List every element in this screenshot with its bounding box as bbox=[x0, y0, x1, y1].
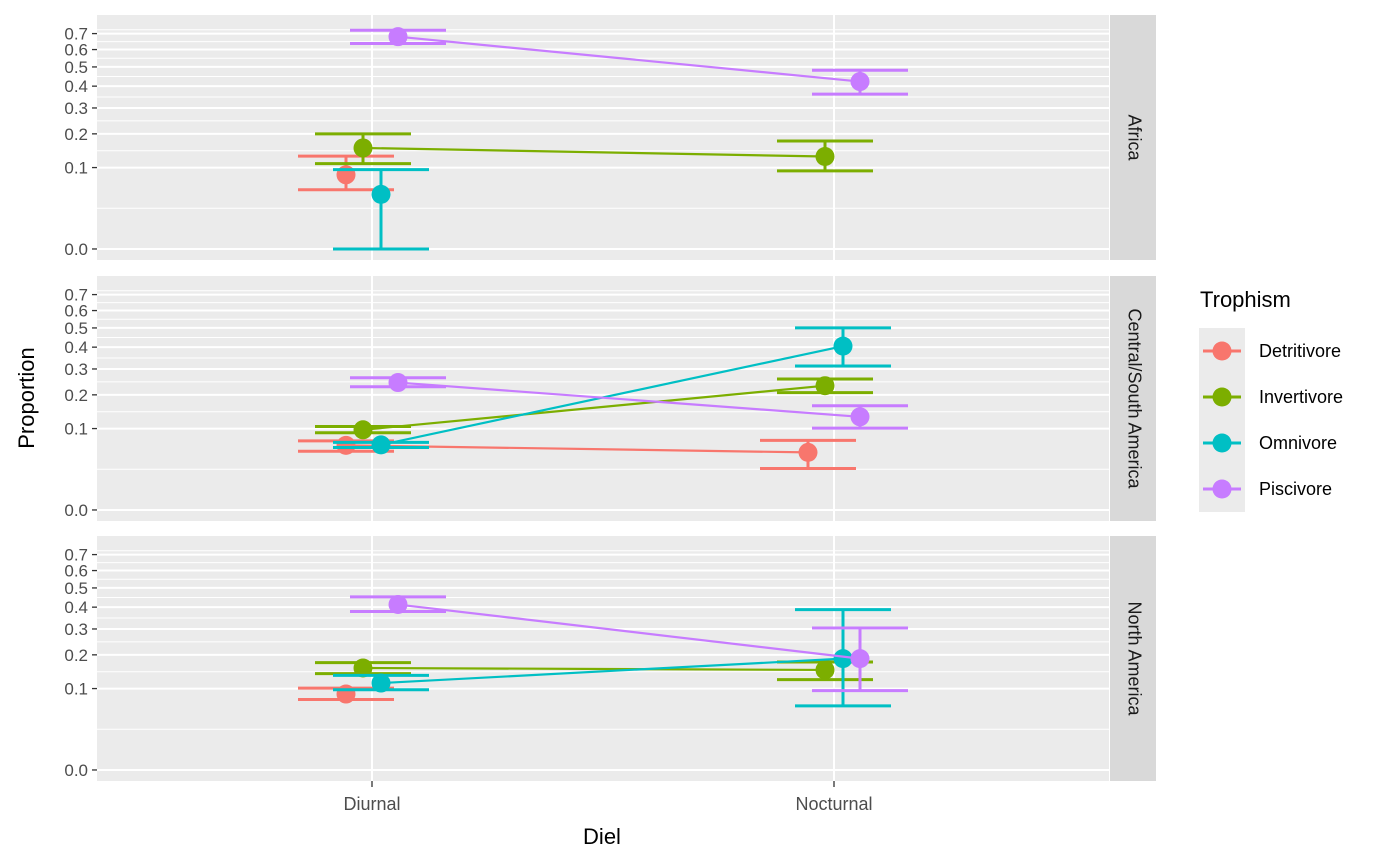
series-line bbox=[362, 146, 826, 158]
legend-key-point bbox=[1212, 341, 1232, 361]
legend-label: Detritivore bbox=[1259, 341, 1341, 361]
facet-strip bbox=[1110, 15, 1156, 260]
facet-strip bbox=[1110, 536, 1156, 781]
y-tick-label: 0.6 bbox=[64, 302, 88, 321]
y-tick-label: 0.7 bbox=[64, 286, 88, 305]
data-point bbox=[850, 72, 870, 92]
facet-strip-label: Central/South America bbox=[1124, 308, 1144, 489]
y-tick-label: 0.6 bbox=[64, 562, 88, 581]
series-line bbox=[397, 381, 861, 418]
y-tick-label: 0.1 bbox=[64, 420, 88, 439]
legend-key-point bbox=[1212, 387, 1232, 407]
legend: Trophism Detritivore Invertivore Omnivore P… bbox=[1199, 287, 1343, 512]
y-tick-label: 0.5 bbox=[64, 579, 88, 598]
y-tick-label: 0.1 bbox=[64, 680, 88, 699]
series-line bbox=[362, 666, 826, 672]
data-point bbox=[833, 336, 853, 356]
series-line bbox=[380, 345, 844, 446]
data-point bbox=[353, 658, 373, 678]
y-tick-label: 0.3 bbox=[64, 99, 88, 118]
data-point bbox=[798, 442, 818, 462]
data-point bbox=[353, 420, 373, 440]
x-tick-label: Diurnal bbox=[343, 794, 400, 814]
y-axis-title: Proportion bbox=[14, 347, 39, 449]
data-point bbox=[850, 649, 870, 669]
y-tick-label: 0.4 bbox=[64, 77, 88, 96]
y-tick-label: 0.2 bbox=[64, 125, 88, 144]
y-tick-label: 0.0 bbox=[64, 240, 88, 259]
facet-strip-label: Africa bbox=[1124, 114, 1144, 161]
data-point bbox=[833, 649, 853, 669]
data-point bbox=[850, 407, 870, 427]
y-tick-label: 0.1 bbox=[64, 159, 88, 178]
facet-panel: 0.0 0.1 0.2 0.3 0.40.50.60.7 Central/South Am… bbox=[64, 276, 1156, 521]
y-tick-label: 0.2 bbox=[64, 386, 88, 405]
series-line bbox=[397, 603, 861, 660]
y-tick-label: 0.3 bbox=[64, 620, 88, 639]
y-tick-label: 0.7 bbox=[64, 546, 88, 565]
data-point bbox=[371, 435, 391, 455]
data-point bbox=[388, 373, 408, 393]
legend-keys: Detritivore Invertivore Omnivore Piscivore bbox=[1199, 328, 1343, 512]
series-line bbox=[380, 657, 844, 685]
facet-strip-label: North America bbox=[1124, 601, 1144, 716]
legend-label: Piscivore bbox=[1259, 479, 1332, 499]
data-point bbox=[388, 27, 408, 47]
x-axis: Diurnal Nocturnal bbox=[343, 781, 873, 814]
legend-label: Omnivore bbox=[1259, 433, 1337, 453]
facet-panel: 0.0 0.1 0.2 0.3 0.40.50.60.7 Africa bbox=[64, 15, 1156, 260]
y-tick-label: 0.0 bbox=[64, 761, 88, 780]
y-tick-label: 0.3 bbox=[64, 360, 88, 379]
y-tick-label: 0.5 bbox=[64, 319, 88, 338]
data-point bbox=[815, 147, 835, 167]
y-tick-label: 0.7 bbox=[64, 25, 88, 44]
y-tick-label: 0.6 bbox=[64, 41, 88, 60]
y-tick-label: 0.2 bbox=[64, 646, 88, 665]
series-line bbox=[362, 384, 826, 431]
data-point bbox=[815, 660, 835, 680]
data-point bbox=[388, 595, 408, 615]
y-tick-label: 0.4 bbox=[64, 598, 88, 617]
facet-panels: 0.00.10.20.30.40.50.60.7Africa0.00.10.20… bbox=[64, 15, 1156, 781]
y-tick-label: 0.0 bbox=[64, 501, 88, 520]
legend-key-point bbox=[1212, 433, 1232, 453]
panel-background bbox=[97, 15, 1109, 260]
y-tick-label: 0.4 bbox=[64, 338, 88, 357]
panel-background bbox=[97, 536, 1109, 781]
legend-title: Trophism bbox=[1200, 287, 1291, 312]
facet-panel: 0.0 0.1 0.2 0.3 0.40.50.60.7 North America bbox=[64, 536, 1156, 781]
facet-strip bbox=[1110, 276, 1156, 521]
data-point bbox=[336, 435, 356, 455]
legend-key-point bbox=[1212, 479, 1232, 499]
x-tick-label: Nocturnal bbox=[795, 794, 872, 814]
data-point bbox=[815, 376, 835, 396]
data-point bbox=[353, 138, 373, 158]
y-tick-label: 0.5 bbox=[64, 58, 88, 77]
data-point bbox=[371, 184, 391, 204]
x-axis-title: Diel bbox=[583, 824, 621, 849]
data-point bbox=[371, 673, 391, 693]
series-line bbox=[397, 35, 861, 83]
data-point bbox=[336, 684, 356, 704]
legend-label: Invertivore bbox=[1259, 387, 1343, 407]
